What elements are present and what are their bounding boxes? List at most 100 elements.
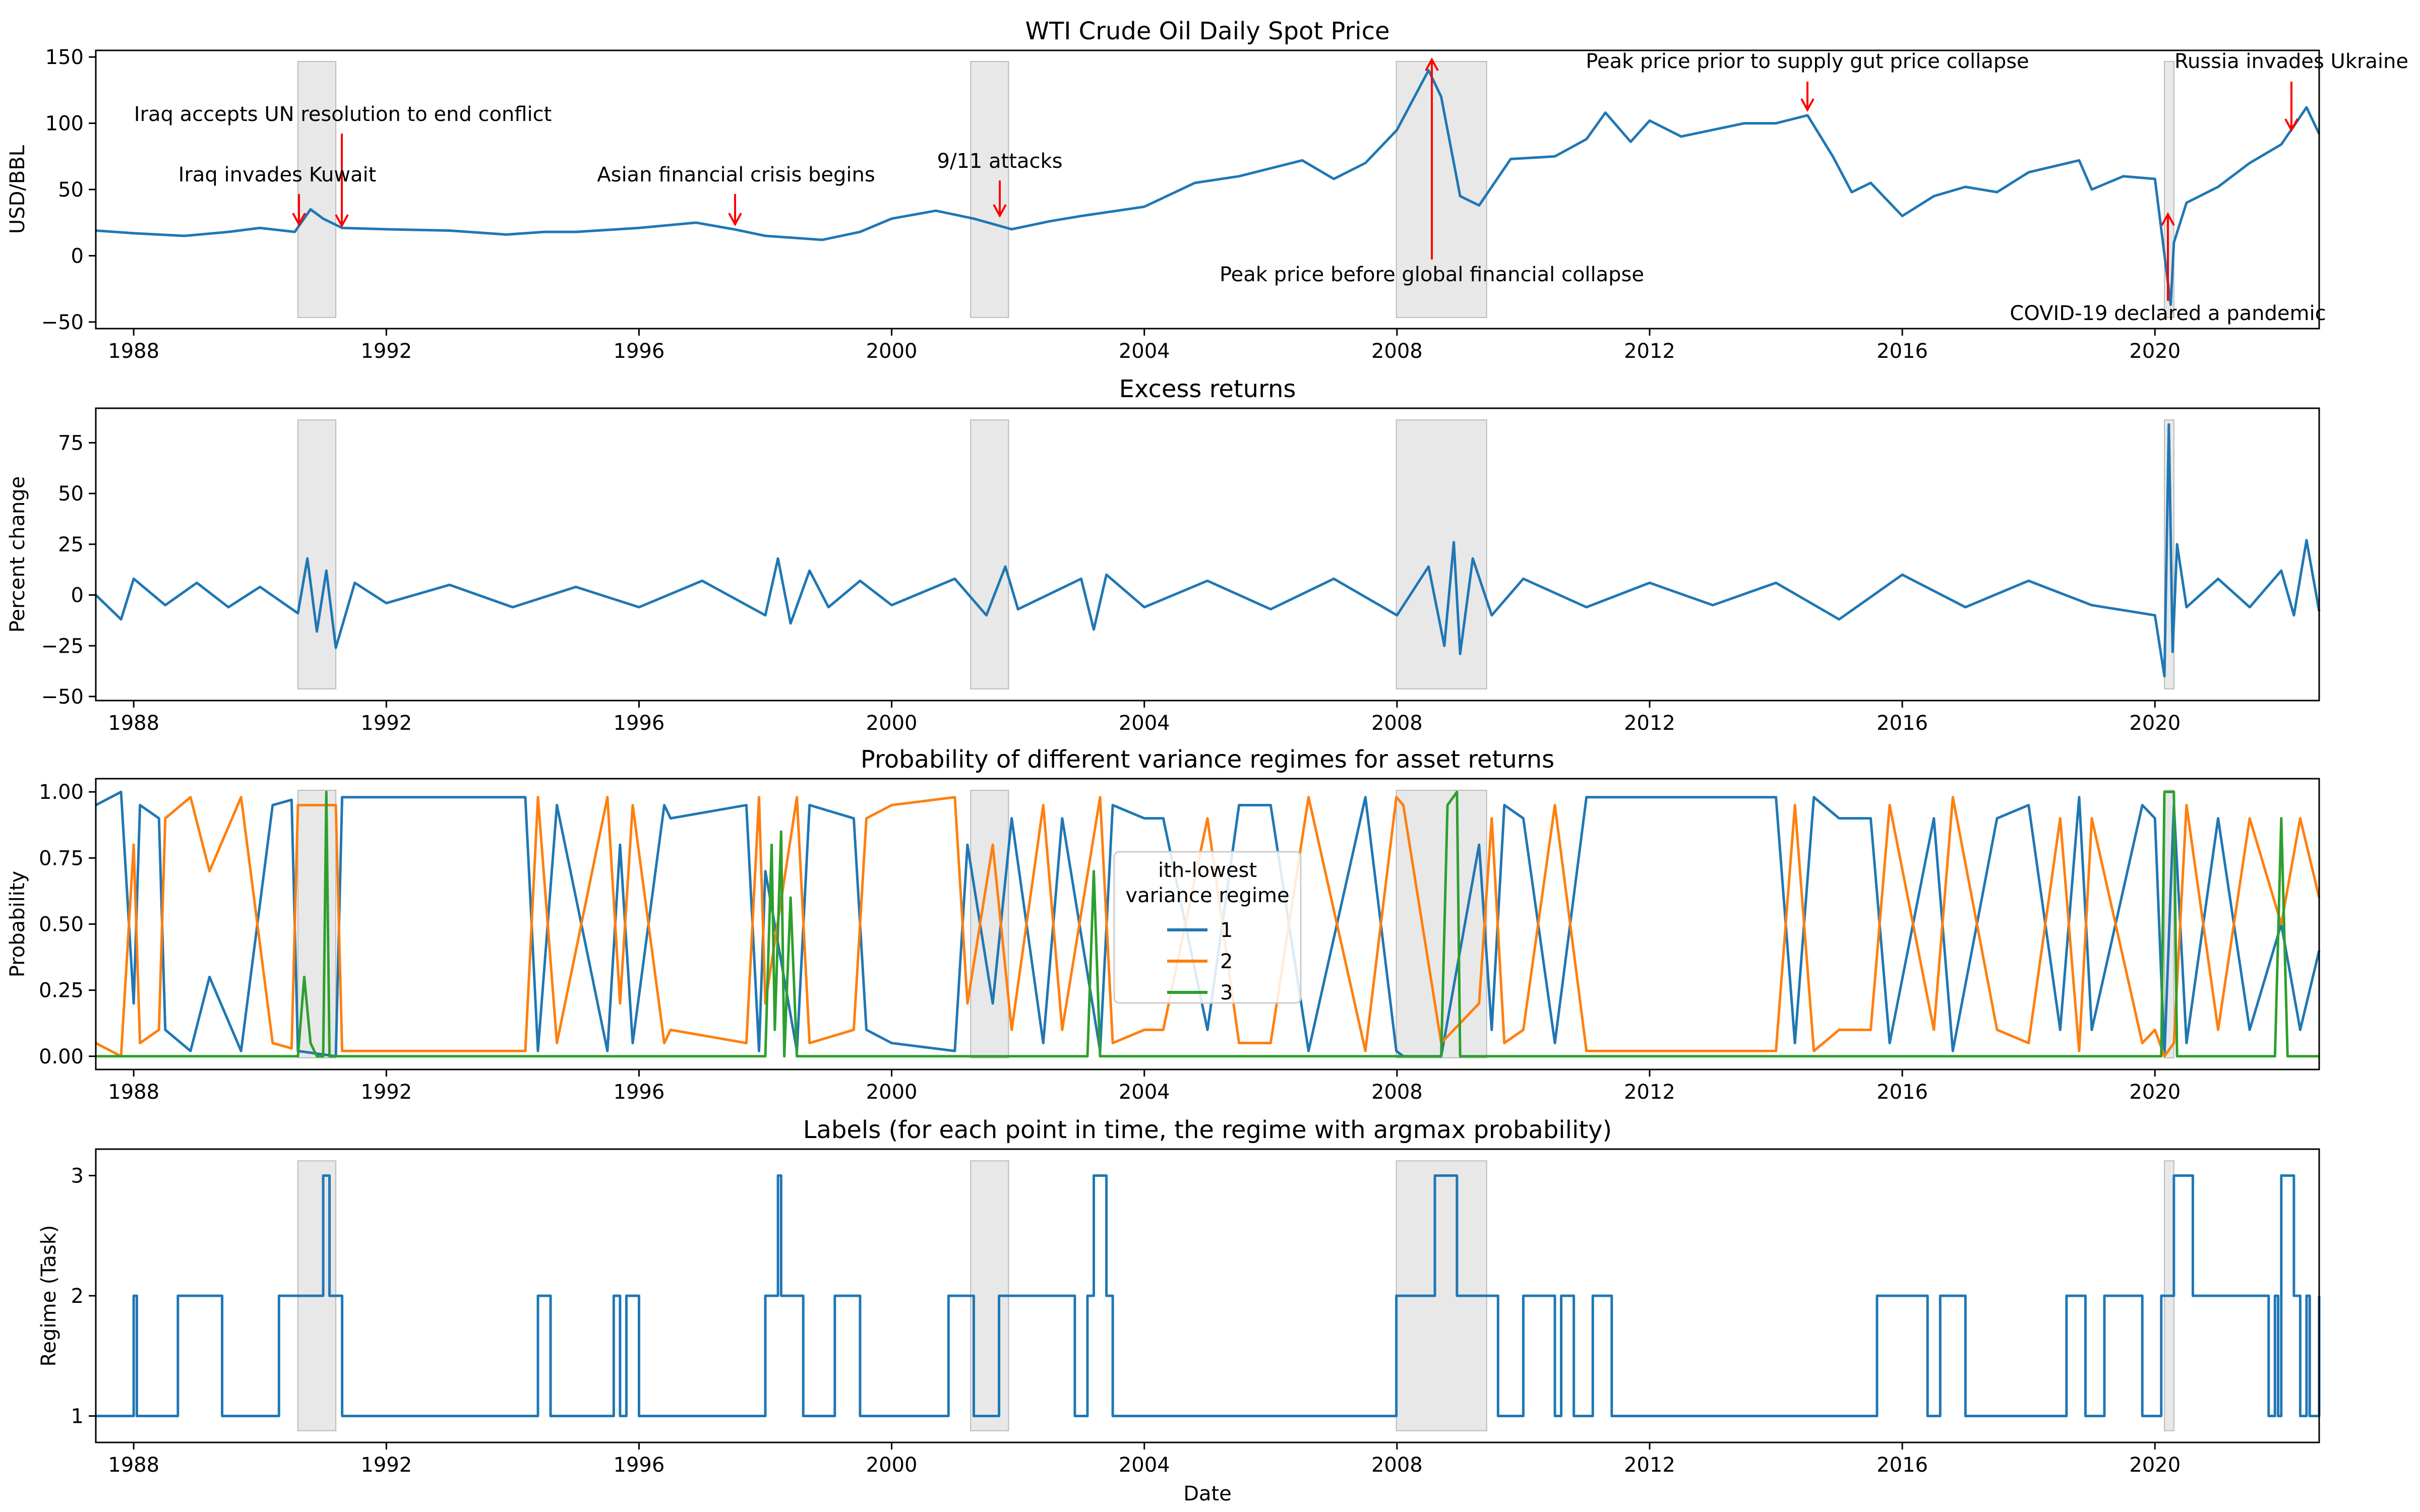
y-tick-label: −25 — [41, 635, 84, 658]
annotation-arrowhead — [993, 204, 1007, 218]
y-tick-label: −50 — [41, 685, 84, 709]
x-tick-label: 1996 — [614, 712, 665, 735]
annotation-arrowhead — [728, 213, 742, 227]
series-line-1 — [95, 790, 2321, 1058]
y-tick-label: −50 — [41, 311, 84, 334]
annotation-arrowhead — [2284, 118, 2298, 133]
y-tick-label: 25 — [58, 533, 84, 556]
annotation-arrowhead — [2161, 212, 2175, 226]
y-tick-label: 50 — [58, 482, 84, 506]
x-tick-label: 2012 — [1624, 340, 1675, 363]
x-tick-label: 1988 — [108, 712, 159, 735]
y-tick-label: 0 — [71, 584, 84, 607]
x-tick-label: 2000 — [866, 1081, 918, 1104]
annotation-text: 9/11 attacks — [937, 150, 1063, 173]
x-tick-label: 2000 — [866, 340, 918, 363]
series-line-2 — [95, 796, 2321, 1058]
x-tick-label: 1992 — [360, 1081, 412, 1104]
x-tick-label: 2016 — [1877, 1454, 1928, 1477]
shaded-period — [970, 419, 1009, 689]
legend-label: 1 — [1220, 919, 1233, 942]
y-tick-label: 2 — [71, 1285, 84, 1308]
y-tick-label: 1 — [71, 1405, 84, 1428]
annotation-text: Iraq invades Kuwait — [178, 163, 377, 186]
y-tick-label: 50 — [58, 178, 84, 202]
x-tick-label: 2000 — [866, 712, 918, 735]
annotation-arrowhead — [1425, 57, 1439, 71]
x-tick-label: 2008 — [1371, 1454, 1423, 1477]
y-axis-label: Probability — [6, 871, 29, 977]
y-tick-label: 1.00 — [39, 781, 84, 804]
chart-title: Probability of different variance regime… — [861, 745, 1554, 774]
series-line — [95, 69, 2321, 306]
x-tick-label: 2020 — [2129, 1454, 2181, 1477]
plot-frame — [95, 1148, 2320, 1443]
legend-box — [1113, 851, 1302, 1004]
annotation-arrowhead — [292, 213, 306, 227]
x-tick-label: 2004 — [1119, 1081, 1170, 1104]
chart-panel-2: 1988 1992 1996 2000 2004 2008 2012 2016 2020 −50 −… — [6, 375, 2321, 735]
legend-title: variance regime — [1125, 884, 1289, 907]
x-tick-label: 2012 — [1624, 712, 1675, 735]
legend-label: 3 — [1220, 981, 1233, 1004]
x-tick-label: 1996 — [614, 1454, 665, 1477]
plot-frame — [95, 407, 2320, 702]
x-tick-label: 2016 — [1877, 1081, 1928, 1104]
chart-title: Labels (for each point in time, the regi… — [803, 1116, 1612, 1144]
y-tick-label: 0.00 — [39, 1045, 84, 1068]
annotation-text: Iraq accepts UN resolution to end confli… — [134, 103, 552, 126]
x-tick-label: 1992 — [360, 712, 412, 735]
chart-title: WTI Crude Oil Daily Spot Price — [1025, 17, 1389, 45]
series-line — [96, 1174, 2321, 1418]
chart-panel-1: 1988 1992 1996 2000 2004 2008 2012 2016 2020 −50 0… — [6, 17, 2408, 363]
annotation-text: Russia invades Ukraine — [2174, 50, 2408, 73]
y-tick-label: 150 — [45, 46, 84, 69]
x-tick-label: 1988 — [108, 1454, 159, 1477]
x-tick-label: 2016 — [1877, 340, 1928, 363]
series-line — [95, 423, 2321, 678]
annotation-text: COVID-19 declared a pandemic — [2010, 302, 2326, 325]
x-axis-label: Date — [1183, 1482, 1232, 1505]
x-tick-label: 2020 — [2129, 340, 2181, 363]
x-tick-label: 2016 — [1877, 712, 1928, 735]
shaded-period — [1396, 419, 1487, 689]
legend-label: 2 — [1220, 950, 1233, 973]
x-tick-label: 1992 — [360, 340, 412, 363]
shaded-period — [970, 61, 1009, 318]
shaded-period — [297, 419, 337, 689]
x-tick-label: 2004 — [1119, 712, 1170, 735]
chart-panel-3: 1988 1992 1996 2000 2004 2008 2012 2016 2020 0.00… — [6, 745, 2321, 1104]
x-tick-label: 2008 — [1371, 340, 1423, 363]
y-tick-label: 0 — [71, 244, 84, 268]
y-axis-label: USD/BBL — [6, 145, 29, 234]
x-tick-label: 2008 — [1371, 1081, 1423, 1104]
annotation-text: Asian financial crisis begins — [597, 163, 875, 186]
legend-title: ith-lowest — [1158, 859, 1257, 882]
shaded-period — [970, 790, 1009, 1058]
x-tick-label: 2012 — [1624, 1454, 1675, 1477]
annotation-text: Peak price before global financial colla… — [1220, 263, 1644, 286]
y-tick-label: 0.50 — [39, 913, 84, 936]
chart-panel-4: 1988 1992 1996 2000 2004 2008 2012 2016 2020 1 2 3 L… — [37, 1116, 2321, 1505]
x-tick-label: 1996 — [614, 340, 665, 363]
x-tick-label: 2000 — [866, 1454, 918, 1477]
shaded-period — [2164, 61, 2174, 318]
annotation-arrowhead — [335, 214, 349, 228]
annotation-text: Peak price prior to supply gut price col… — [1586, 50, 2029, 73]
y-tick-label: 0.75 — [39, 847, 84, 870]
x-tick-label: 2020 — [2129, 712, 2181, 735]
x-tick-label: 2008 — [1371, 712, 1423, 735]
chart-title: Excess returns — [1119, 375, 1296, 403]
x-tick-label: 2020 — [2129, 1081, 2181, 1104]
x-tick-label: 1988 — [108, 340, 159, 363]
annotation-arrowhead — [1800, 98, 1814, 112]
y-tick-label: 3 — [71, 1164, 84, 1187]
x-tick-label: 1996 — [614, 1081, 665, 1104]
y-tick-label: 100 — [45, 112, 84, 136]
y-tick-label: 75 — [58, 431, 84, 455]
y-axis-label: Regime (Task) — [37, 1225, 60, 1367]
x-tick-label: 1988 — [108, 1081, 159, 1104]
x-tick-label: 2004 — [1119, 340, 1170, 363]
x-tick-label: 2012 — [1624, 1081, 1675, 1104]
y-axis-label: Percent change — [6, 476, 29, 633]
